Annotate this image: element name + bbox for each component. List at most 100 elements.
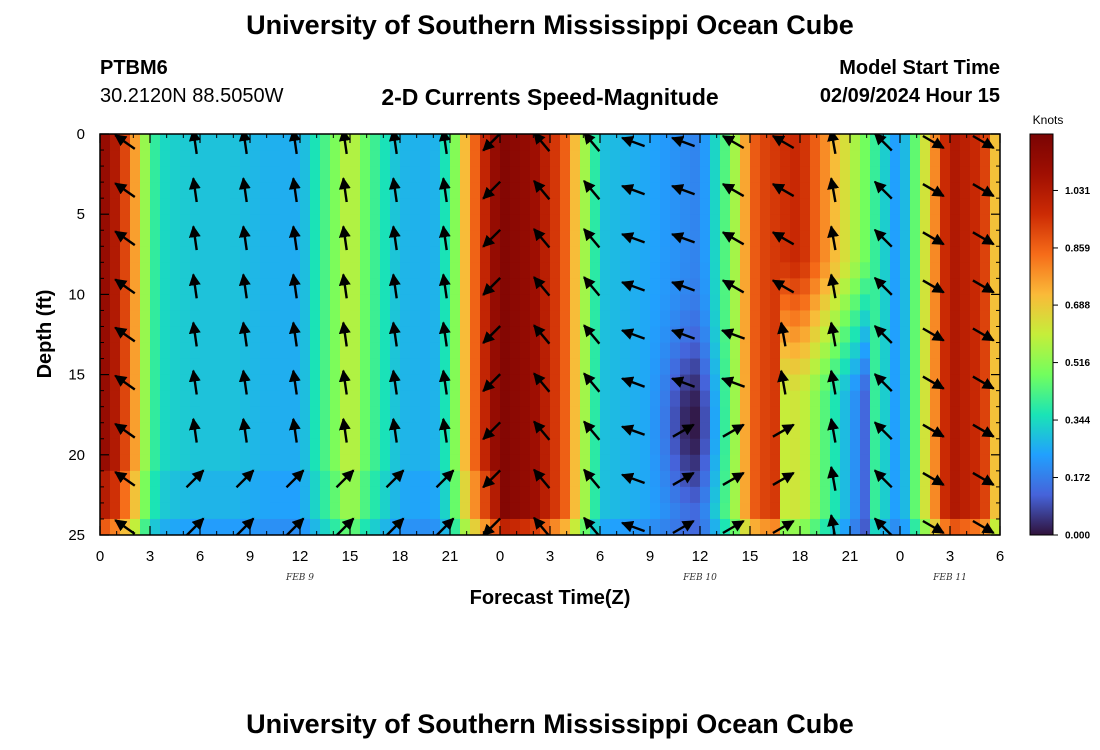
heatmap-cell — [370, 390, 381, 408]
heatmap-cell — [720, 454, 731, 472]
heatmap-cell — [130, 246, 141, 263]
heatmap-cell — [830, 166, 841, 183]
heatmap-cell — [660, 278, 671, 295]
heatmap-cell — [130, 262, 141, 279]
heatmap-cell — [570, 182, 581, 199]
heatmap-cell — [610, 390, 621, 408]
heatmap-cell — [780, 358, 791, 376]
heatmap-cell — [130, 134, 141, 151]
heatmap-cell — [260, 342, 271, 360]
heatmap-cell — [330, 310, 341, 328]
current-arrow — [438, 321, 451, 347]
heatmap-cell — [840, 134, 851, 151]
heatmap-cell — [130, 390, 141, 408]
heatmap-cell — [490, 470, 501, 488]
heatmap-cell — [680, 262, 691, 279]
heatmap-cell — [460, 390, 471, 408]
heatmap-cell — [530, 166, 541, 183]
heatmap-cell — [140, 502, 151, 520]
heatmap-cell — [570, 134, 581, 151]
current-arrow — [533, 468, 551, 489]
heatmap-cell — [410, 358, 421, 376]
heatmap-cell — [570, 406, 581, 424]
heatmap-cell — [550, 454, 561, 472]
heatmap-cell — [110, 214, 121, 231]
current-arrow — [583, 276, 601, 297]
heatmap-cell — [940, 454, 951, 472]
current-arrow — [873, 469, 893, 489]
heatmap-cell — [820, 342, 831, 360]
heatmap-cell — [710, 166, 721, 183]
heatmap-cell — [800, 406, 811, 424]
heatmap-cell — [460, 374, 471, 392]
current-arrow — [238, 369, 251, 395]
heatmap-cell — [780, 198, 791, 215]
heatmap-cell — [890, 406, 901, 424]
heatmap-cell — [450, 230, 461, 247]
heatmap-cell — [230, 262, 241, 279]
heatmap-cell — [960, 374, 971, 392]
heatmap-cell — [790, 310, 801, 328]
heatmap-cell — [570, 422, 581, 440]
heatmap-cell — [630, 454, 641, 472]
heatmap-cell — [370, 166, 381, 183]
current-arrow — [482, 277, 502, 296]
heatmap-cell — [720, 470, 731, 488]
heatmap-cell — [460, 502, 471, 520]
heatmap-cell — [420, 326, 431, 344]
heatmap-cell — [260, 246, 271, 263]
heatmap-cell — [930, 358, 941, 376]
heatmap-cell — [810, 390, 821, 408]
heatmap-cell — [330, 438, 341, 456]
current-arrow — [922, 134, 945, 150]
heatmap-cell — [770, 454, 781, 472]
heatmap-cell — [230, 502, 241, 520]
heatmap-cell — [850, 198, 861, 215]
current-arrow — [533, 324, 551, 345]
heatmap-cell — [780, 486, 791, 504]
heatmap-cell — [450, 454, 461, 472]
heatmap-cell — [770, 470, 781, 488]
heatmap-cell — [700, 198, 711, 215]
heatmap-cell — [100, 198, 111, 215]
heatmap-cell — [520, 246, 531, 263]
heatmap-cell — [330, 342, 341, 360]
heatmap-cell — [270, 134, 281, 151]
heatmap-cell — [910, 278, 921, 295]
heatmap-cell — [380, 262, 391, 279]
heatmap-cell — [110, 294, 121, 312]
heatmap-cell — [970, 518, 981, 535]
heatmap-cell — [250, 326, 261, 344]
heatmap-cell — [470, 422, 481, 440]
heatmap-cell — [680, 390, 691, 408]
heatmap-cell — [840, 486, 851, 504]
current-arrow — [335, 469, 355, 489]
current-arrow — [482, 373, 502, 392]
heatmap-cell — [890, 134, 901, 151]
heatmap-cell — [540, 342, 551, 360]
heatmap-cell — [660, 310, 671, 328]
heatmap-cell — [670, 214, 681, 231]
heatmap-cell — [170, 278, 181, 295]
heatmap-cell — [180, 134, 191, 151]
heatmap-cell — [700, 342, 711, 360]
heatmap-cell — [100, 374, 111, 392]
heatmap-cell — [750, 326, 761, 344]
heatmap-cell — [900, 422, 911, 440]
heatmap-cell — [590, 310, 601, 328]
heatmap-cell — [550, 246, 561, 263]
heatmap-cell — [800, 342, 811, 360]
heatmap-cell — [310, 150, 321, 167]
heatmap-cell — [400, 262, 411, 279]
heatmap-cell — [370, 422, 381, 440]
heatmap-cell — [830, 406, 841, 424]
heatmap-cell — [520, 438, 531, 456]
heatmap-cell — [460, 166, 471, 183]
heatmap-cell — [810, 246, 821, 263]
heatmap-cell — [600, 214, 611, 231]
heatmap-cell — [520, 454, 531, 472]
heatmap-cell — [880, 246, 891, 263]
heatmap-cell — [680, 198, 691, 215]
heatmap-cell — [510, 262, 521, 279]
heatmap-cell — [870, 390, 881, 408]
